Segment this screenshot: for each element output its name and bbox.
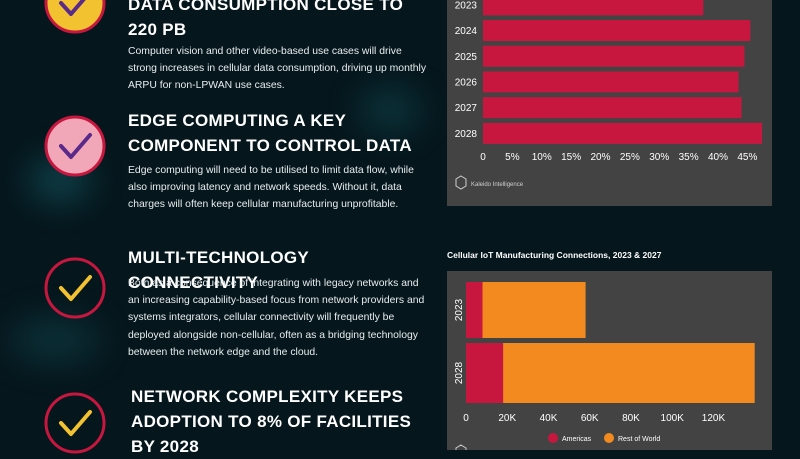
x-tick-label: 15%: [561, 152, 581, 163]
feature-title: DATA CONSUMPTION CLOSE TO 220 PB: [128, 0, 404, 39]
x-tick-label: 20%: [590, 152, 610, 163]
x-tick-label: 120K: [702, 413, 726, 424]
x-tick-label: 40K: [540, 413, 558, 424]
x-tick-label: 5%: [505, 152, 520, 163]
chart-connections: 2023 2028 0 20K 40K 60K 80K 100K 120K Americas Res…: [454, 282, 755, 459]
feature-title: NETWORK COMPLEXITY KEEPS ADOPTION TO 8% …: [131, 387, 412, 456]
y-tick-label: 2026: [455, 77, 478, 88]
bar: [483, 122, 763, 144]
legend-label: Americas: [562, 436, 592, 443]
bar: [483, 0, 704, 16]
y-tick-label: 2028: [455, 129, 478, 140]
y-tick-label: 2027: [455, 103, 478, 114]
feature-description: Both as a consequence of integrating wit…: [128, 278, 425, 358]
bar: [483, 20, 751, 42]
logo-hex-icon: [455, 444, 467, 459]
background-glow: [10, 320, 100, 360]
background-glow: [360, 90, 420, 130]
bar-segment: [466, 282, 483, 338]
legend-label: Rest of World: [618, 436, 660, 443]
chart-title: Cellular IoT Manufacturing Connections, …: [447, 250, 662, 260]
y-tick-label: 2023: [455, 0, 478, 11]
feature-title: MULTI-TECHNOLOGY CONNECTIVITY: [128, 248, 309, 292]
bar: [483, 71, 739, 93]
x-tick-label: 45%: [737, 152, 757, 163]
legend-marker: [548, 433, 558, 443]
x-tick-label: 0: [463, 413, 469, 424]
y-tick-label: 2024: [455, 26, 478, 37]
logo-hex-icon: [455, 175, 467, 190]
feature-description: Computer vision and other video-based us…: [128, 46, 427, 92]
feature-title: EDGE COMPUTING A KEY COMPONENT TO CONTRO…: [128, 111, 412, 155]
logo-text: Kaleido Intelligence: [471, 182, 524, 188]
x-tick-label: 25%: [620, 152, 640, 163]
x-tick-label: 30%: [649, 152, 669, 163]
y-tick-label: 2028: [454, 361, 465, 384]
bar: [483, 97, 742, 119]
x-tick-label: 20K: [498, 413, 516, 424]
feature-description: Edge computing will need to be utilised …: [128, 165, 414, 211]
bar-segment: [482, 282, 586, 338]
check-icon: [44, 115, 106, 177]
legend-marker: [604, 433, 614, 443]
chart-panel-growth: 2023 2024 2025 2026 2027 2028 0 5% 10% 15% 20% 25% 3…: [447, 0, 772, 206]
x-tick-label: 80K: [622, 413, 640, 424]
chart-panel-connections: 2023 2028 0 20K 40K 60K 80K 100K 120K Americas Res…: [447, 271, 772, 459]
x-tick-label: 100K: [661, 413, 685, 424]
chart-growth: 2023 2024 2025 2026 2027 2028 0 5% 10% 15% 20% 25% 3…: [455, 0, 763, 190]
y-tick-label: 2023: [454, 298, 465, 321]
x-tick-label: 0: [480, 152, 486, 163]
x-tick-label: 60K: [581, 413, 599, 424]
check-icon: [44, 0, 106, 34]
check-icon: [44, 257, 106, 319]
bar: [483, 45, 745, 67]
bar-segment: [503, 343, 755, 403]
x-tick-label: 35%: [679, 152, 699, 163]
x-tick-label: 10%: [532, 152, 552, 163]
y-tick-label: 2025: [455, 52, 478, 63]
check-icon: [44, 392, 106, 454]
x-tick-label: 40%: [708, 152, 728, 163]
bar-segment: [466, 343, 504, 403]
